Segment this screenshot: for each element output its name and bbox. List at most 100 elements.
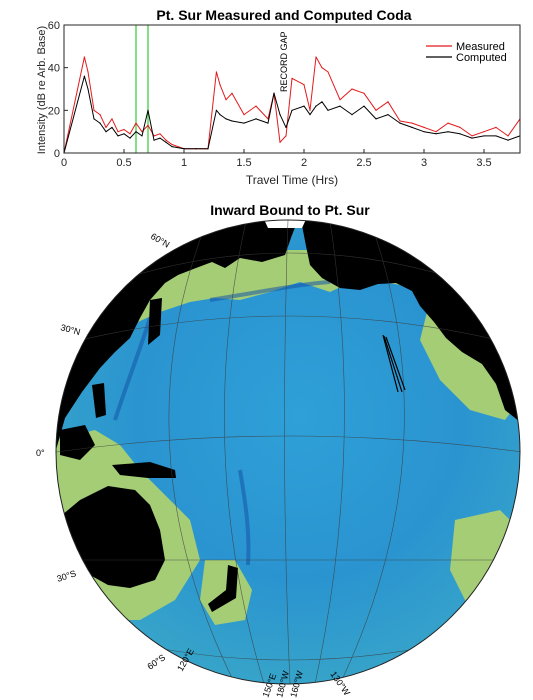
- data-point-measured: [411, 122, 413, 124]
- data-point-measured: [375, 109, 377, 111]
- deep-features: [113, 280, 331, 566]
- coda-chart: Pt. Sur Measured and Computed Coda 0 0.5 1…: [36, 7, 521, 187]
- graticule: [56, 220, 520, 684]
- data-point-computed: [231, 120, 233, 122]
- lat-label-60n: 60°N: [149, 231, 171, 250]
- pacific-map: Inward Bound to Pt. Sur: [36, 202, 532, 699]
- data-point-computed: [495, 135, 497, 137]
- data-point-computed: [273, 92, 275, 94]
- data-point-computed: [279, 114, 281, 116]
- data-point-measured: [93, 109, 95, 111]
- lat-label-30s: 30°S: [56, 568, 78, 584]
- graticule-lat-30n: [56, 315, 520, 347]
- data-point-measured: [231, 92, 233, 94]
- series-line-computed: [63, 75, 521, 154]
- x-tick-label: 2.5: [356, 157, 371, 169]
- data-point-measured: [255, 105, 257, 107]
- land-japan: [148, 298, 162, 345]
- lat-label-60s: 60°S: [145, 652, 167, 671]
- data-point-measured: [435, 131, 437, 133]
- data-point-measured: [117, 131, 119, 133]
- data-point-computed: [243, 122, 245, 124]
- x-axis-label: Travel Time (Hrs): [246, 173, 338, 187]
- data-point-computed: [363, 105, 365, 107]
- land-philippines: [92, 383, 106, 418]
- x-axis-ticks: 0 0.5 1 1.5 2 2.5 3 3.5: [61, 149, 492, 169]
- data-point-computed: [447, 131, 449, 133]
- data-point-computed: [195, 148, 197, 150]
- data-point-measured: [147, 124, 149, 126]
- data-point-computed: [291, 109, 293, 111]
- x-tick-label: 3.5: [476, 157, 491, 169]
- tonga-kermadec-trench: [238, 469, 251, 566]
- data-point-measured: [225, 99, 227, 101]
- data-point-measured: [171, 143, 173, 146]
- data-point-measured: [339, 99, 341, 101]
- data-point-measured: [215, 71, 217, 73]
- data-point-computed: [339, 105, 341, 107]
- data-point-computed: [171, 146, 173, 148]
- data-point-computed: [215, 109, 217, 111]
- data-point-computed: [159, 137, 161, 139]
- ray-path-3: [385, 336, 406, 391]
- data-point-computed: [411, 126, 413, 128]
- x-tick-label: 0.5: [116, 157, 131, 169]
- data-point-measured: [105, 126, 107, 128]
- data-point-computed: [225, 118, 227, 120]
- data-point-measured: [483, 131, 485, 133]
- land-south-america: [520, 460, 532, 545]
- legend-label-measured: Measured: [456, 41, 505, 53]
- data-point-computed: [87, 88, 89, 90]
- data-point-computed: [111, 126, 113, 128]
- globe-outline: [55, 219, 521, 685]
- data-point-computed: [483, 135, 485, 137]
- data-point-computed: [165, 141, 167, 143]
- data-point-measured: [387, 101, 389, 103]
- legend: Measured Computed: [426, 41, 507, 64]
- x-tick-label: 1: [181, 157, 187, 169]
- data-point-measured: [363, 92, 365, 94]
- data-point-measured: [219, 84, 221, 86]
- data-point-measured: [123, 128, 125, 131]
- arctic-ice: [262, 220, 308, 228]
- land-new-zealand: [208, 565, 238, 612]
- y-axis-label: Intensity (dB re Arb. Base): [36, 26, 48, 154]
- data-point-computed: [255, 118, 257, 120]
- x-tick-label: 1.5: [236, 157, 251, 169]
- data-point-measured: [303, 84, 305, 86]
- x-tick-label: 0: [61, 157, 67, 169]
- legend-label-computed: Computed: [456, 52, 507, 64]
- data-point-measured: [243, 114, 245, 116]
- data-point-computed: [507, 139, 509, 141]
- series-lines: [63, 56, 521, 154]
- japan-trench: [113, 317, 152, 421]
- data-point-computed: [135, 131, 137, 133]
- y-tick-label: 20: [48, 105, 60, 117]
- data-point-computed: [435, 133, 437, 135]
- data-point-measured: [87, 71, 89, 73]
- data-point-computed: [375, 118, 377, 120]
- graticule-lat-0: [56, 435, 520, 453]
- ray-path-2: [383, 335, 403, 393]
- data-point-measured: [327, 71, 329, 73]
- data-point-measured: [99, 114, 101, 116]
- data-point-measured: [471, 135, 473, 137]
- data-point-computed: [423, 131, 425, 133]
- data-point-computed: [399, 122, 401, 124]
- x-tick-label: 3: [421, 157, 427, 169]
- data-point-measured: [279, 141, 281, 143]
- data-point-measured: [159, 133, 161, 135]
- data-point-computed: [207, 148, 209, 150]
- data-point-measured: [83, 56, 85, 58]
- x-tick-label: 2: [301, 157, 307, 169]
- graticule-lon-120e: [168, 225, 236, 684]
- y-axis-ticks: 0 20 40 60: [48, 20, 68, 160]
- graticule-lon-180: [284, 220, 291, 684]
- data-point-measured: [495, 126, 497, 128]
- data-point-computed: [147, 109, 149, 111]
- lat-label-30n: 30°N: [59, 322, 81, 337]
- y-tick-label: 60: [48, 20, 60, 32]
- plot-background: [64, 25, 520, 153]
- data-point-computed: [321, 101, 323, 103]
- data-point-computed: [387, 114, 389, 116]
